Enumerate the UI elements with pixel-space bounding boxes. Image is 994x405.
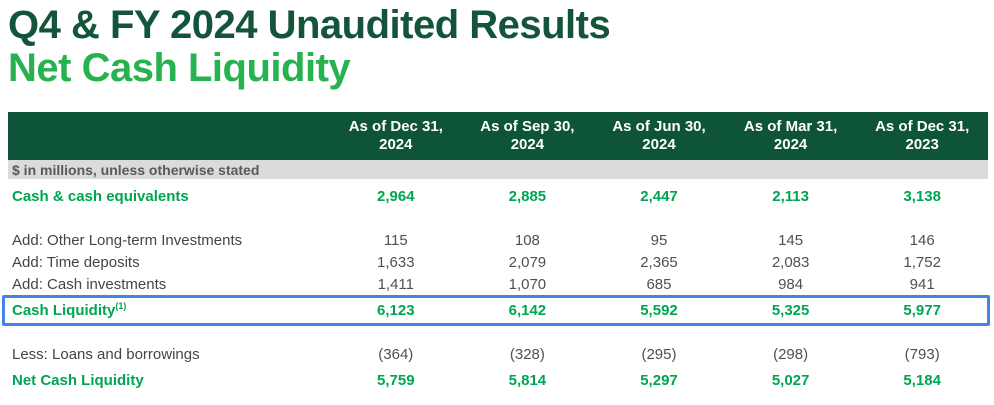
row-spacer [8, 213, 988, 229]
row-label: Cash & cash equivalents [12, 187, 189, 205]
row-label: Cash Liquidity(1) [12, 301, 127, 320]
value-cell: 984 [778, 275, 804, 293]
footnote-marker: (1) [115, 301, 127, 312]
row-label: Less: Loans and borrowings [12, 345, 200, 363]
column-header-dec31-2023: As of Dec 31, 2023 [875, 117, 970, 154]
row-label: Net Cash Liquidity [12, 371, 144, 389]
value-cell: 3,138 [903, 187, 941, 205]
value-cell: 2,885 [508, 187, 547, 205]
value-cell: 5,759 [377, 371, 415, 389]
value-cell: 5,027 [771, 371, 810, 389]
unit-note: $ in millions, unless otherwise stated [12, 161, 260, 178]
value-cell: (364) [378, 345, 414, 363]
value-cell: (295) [641, 345, 677, 363]
value-cell: 685 [646, 275, 672, 293]
value-cell: 5,592 [640, 302, 678, 320]
value-cell: 115 [383, 231, 408, 249]
table-row-time-deposits: Add: Time deposits 1,633 2,079 2,365 2,0… [8, 251, 988, 273]
table-row-cash-equivalents: Cash & cash equivalents 2,964 2,885 2,44… [8, 179, 988, 213]
net-cash-liquidity-table: As of Dec 31, 2024 As of Sep 30, 2024 As… [2, 112, 990, 394]
value-cell: 5,297 [640, 371, 678, 389]
value-cell: 1,752 [903, 253, 941, 271]
value-cell: 145 [778, 231, 804, 249]
row-label: Add: Other Long-term Investments [12, 231, 243, 249]
unit-note-band: $ in millions, unless otherwise stated [8, 160, 988, 180]
value-cell: 1,070 [508, 275, 547, 293]
value-cell: 1,633 [377, 253, 415, 271]
value-cell: (298) [773, 345, 809, 363]
table-row-other-longterm-investments: Add: Other Long-term Investments 115 108… [8, 229, 988, 251]
value-cell: 2,079 [508, 253, 547, 271]
row-label: Add: Cash investments [12, 275, 167, 293]
column-header-dec31-2024: As of Dec 31, 2024 [348, 117, 443, 154]
value-cell: 5,184 [903, 371, 941, 389]
value-cell: 5,977 [903, 302, 941, 320]
value-cell: 941 [909, 275, 935, 293]
value-cell: (328) [509, 345, 545, 363]
table-row-cash-liquidity-highlighted: Cash Liquidity(1) 6,123 6,142 5,592 5,32… [2, 295, 990, 327]
table-header-row: As of Dec 31, 2024 As of Sep 30, 2024 As… [8, 112, 988, 161]
value-cell: 5,325 [771, 302, 810, 320]
value-cell: (793) [904, 345, 940, 363]
value-cell: 2,365 [640, 253, 678, 271]
value-cell: 2,964 [377, 187, 415, 205]
row-spacer [8, 326, 988, 342]
value-cell: 2,083 [771, 253, 810, 271]
value-cell: 108 [514, 231, 540, 249]
value-cell: 5,814 [508, 371, 547, 389]
column-header-jun30-2024: As of Jun 30, 2024 [612, 117, 706, 154]
column-header-sep30-2024: As of Sep 30, 2024 [480, 117, 575, 154]
table-row-loans-and-borrowings: Less: Loans and borrowings (364) (328) (… [8, 342, 988, 366]
value-cell: 6,123 [377, 302, 415, 320]
table-row-cash-investments: Add: Cash investments 1,411 1,070 685 98… [8, 273, 988, 295]
value-cell: 146 [909, 231, 935, 249]
value-cell: 6,142 [508, 302, 547, 320]
column-header-mar31-2024: As of Mar 31, 2024 [743, 117, 838, 154]
value-cell: 95 [650, 231, 668, 249]
page-subtitle: Net Cash Liquidity [8, 46, 351, 91]
value-cell: 1,411 [377, 275, 415, 293]
value-cell: 2,113 [772, 187, 809, 205]
row-label: Add: Time deposits [12, 253, 140, 271]
table-row-net-cash-liquidity: Net Cash Liquidity 5,759 5,814 5,297 5,0… [8, 366, 988, 394]
value-cell: 2,447 [640, 187, 678, 205]
page-title: Q4 & FY 2024 Unaudited Results [8, 3, 611, 47]
